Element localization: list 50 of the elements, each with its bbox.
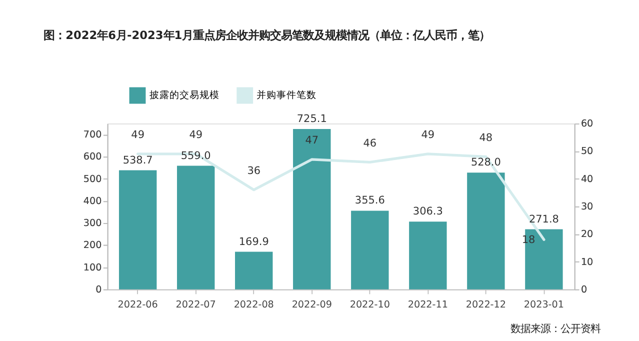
data-label: 271.8	[528, 213, 559, 226]
bar	[235, 252, 273, 290]
data-label: 559.0	[180, 150, 211, 162]
y2-tick-label: 60	[580, 118, 594, 130]
x-tick-label: 2022-12	[466, 299, 506, 310]
data-label: 49	[189, 129, 203, 142]
x-tick-label: 2022-07	[176, 299, 216, 310]
x-tick-label: 2022-10	[350, 299, 390, 310]
y2-tick-label: 0	[580, 284, 588, 296]
bar	[293, 129, 331, 290]
y2-tick-label: 30	[580, 202, 594, 212]
x-tick-label: 2022-06	[118, 299, 158, 310]
chart-title: 图：2022年6月-2023年1月重点房企收并购交易笔数及规模情况（单位：亿人民币，笔）	[44, 28, 490, 42]
y2-tick-label: 50	[580, 146, 594, 158]
data-label: 48	[479, 132, 493, 144]
data-label: 49	[131, 129, 144, 142]
bar	[409, 222, 447, 290]
x-tick-label: 2022-09	[292, 299, 332, 310]
x-tick-label: 2022-08	[234, 299, 274, 310]
data-label: 169.9	[238, 236, 269, 248]
x-tick-label: 2023-01	[524, 299, 564, 310]
y-tick-label: 200	[83, 240, 102, 252]
x-tick-label: 2022-11	[408, 299, 448, 310]
y-tick-label: 100	[83, 262, 102, 274]
data-label: 36	[247, 165, 261, 178]
y2-tick-label: 10	[580, 256, 594, 268]
y-tick-label: 0	[96, 284, 102, 296]
legend-label: 披露的交易规模	[149, 89, 220, 102]
y2-tick-label: 20	[580, 229, 594, 240]
bar	[467, 172, 505, 290]
y-tick-label: 600	[83, 152, 102, 163]
data-label: 528.0	[470, 156, 501, 169]
data-label: 49	[421, 129, 435, 142]
data-label: 355.6	[354, 194, 385, 207]
data-label: 47	[305, 134, 319, 147]
data-label: 306.3	[412, 206, 443, 218]
y-tick-label: 400	[83, 196, 102, 207]
y-tick-label: 700	[83, 130, 102, 141]
bar	[118, 170, 157, 290]
source-note: 数据来源：公开资料	[510, 323, 601, 336]
bar	[351, 210, 389, 290]
y-tick-label: 300	[83, 218, 102, 230]
data-label: 538.7	[122, 154, 153, 166]
legend-label: 并购事件笔数	[256, 89, 317, 102]
y-tick-label: 500	[83, 174, 102, 185]
y2-tick-label: 40	[580, 174, 594, 185]
data-label: 46	[363, 138, 377, 150]
data-label: 725.1	[296, 113, 327, 126]
bar	[525, 229, 563, 290]
bar	[176, 166, 215, 290]
